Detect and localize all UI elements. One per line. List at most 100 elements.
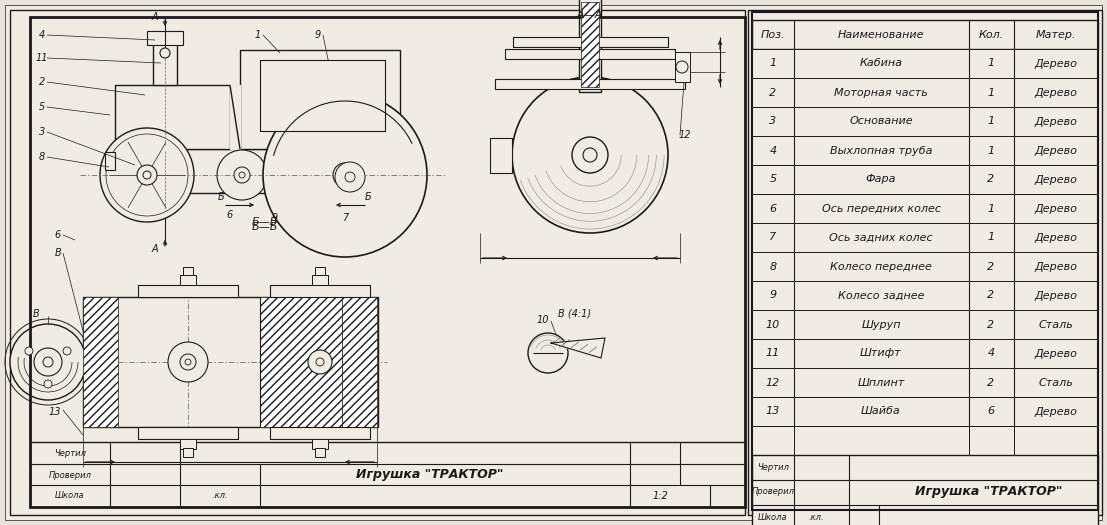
Circle shape	[315, 358, 324, 366]
Text: Шуруп: Шуруп	[861, 320, 901, 330]
Text: Дерево: Дерево	[1035, 145, 1077, 155]
Text: 1:2: 1:2	[652, 491, 668, 501]
Bar	[581, 2, 599, 87]
Text: Дерево: Дерево	[1035, 233, 1077, 243]
Circle shape	[43, 357, 53, 367]
Circle shape	[25, 347, 33, 355]
Bar	[30, 17, 745, 507]
Bar	[342, 297, 377, 427]
Text: Б: Б	[218, 192, 225, 202]
Text: Б—Б: Б—Б	[251, 217, 278, 227]
Bar	[315, 267, 325, 275]
Bar	[180, 439, 196, 449]
Text: 4: 4	[769, 145, 777, 155]
Text: 9: 9	[272, 213, 278, 223]
Text: Поз.: Поз.	[761, 29, 785, 39]
Text: 8: 8	[769, 261, 777, 271]
Bar	[579, 0, 601, 92]
Circle shape	[184, 431, 192, 439]
Text: 1: 1	[987, 88, 994, 98]
Text: 1: 1	[255, 30, 261, 40]
Text: Дерево: Дерево	[1035, 58, 1077, 69]
Text: 1: 1	[987, 204, 994, 214]
Text: А: А	[152, 244, 158, 254]
Text: Дерево: Дерево	[1035, 261, 1077, 271]
Text: Б: Б	[364, 192, 371, 202]
Text: 6: 6	[55, 230, 61, 240]
Text: 10: 10	[766, 320, 780, 330]
Text: Ось передних колес: Ось передних колес	[821, 204, 941, 214]
Text: Игрушка "ТРАКТОР": Игрушка "ТРАКТОР"	[356, 468, 504, 481]
Text: 6: 6	[769, 204, 777, 214]
Text: 3: 3	[769, 117, 777, 127]
Circle shape	[676, 61, 687, 73]
Text: Шплинт: Шплинт	[858, 377, 904, 387]
Polygon shape	[551, 338, 606, 358]
Bar	[752, 78, 1098, 107]
Text: Кабина: Кабина	[859, 58, 902, 68]
Bar	[83, 297, 377, 427]
Text: Проверил: Проверил	[49, 470, 92, 479]
Text: .кл.: .кл.	[213, 491, 228, 500]
Text: 9: 9	[769, 290, 777, 300]
Text: Моторная часть: Моторная часть	[835, 88, 928, 98]
Text: Колесо переднее: Колесо переднее	[830, 261, 932, 271]
Bar	[748, 10, 1101, 515]
Text: 1: 1	[987, 233, 994, 243]
Text: 4: 4	[987, 349, 994, 359]
Bar	[752, 223, 1098, 252]
Text: 9: 9	[314, 30, 321, 40]
Text: Чертил: Чертил	[54, 448, 86, 457]
Text: А—А: А—А	[577, 10, 603, 20]
Text: Шайба: Шайба	[861, 406, 901, 416]
Bar	[752, 20, 1098, 49]
Text: Дерево: Дерево	[1035, 406, 1077, 416]
Bar	[115, 149, 395, 193]
Bar	[752, 281, 1098, 310]
Circle shape	[315, 431, 324, 439]
Text: Дерево: Дерево	[1035, 117, 1077, 127]
Circle shape	[315, 285, 324, 293]
Bar	[138, 285, 238, 297]
Text: 2: 2	[987, 261, 994, 271]
Text: Кол.: Кол.	[979, 29, 1004, 39]
Bar	[153, 35, 177, 85]
Text: 2: 2	[39, 77, 45, 87]
Bar	[147, 31, 183, 45]
Bar	[505, 49, 675, 59]
Bar	[30, 442, 745, 507]
Circle shape	[572, 137, 608, 173]
Text: Дерево: Дерево	[1035, 349, 1077, 359]
Text: 2: 2	[769, 88, 777, 98]
Text: Колесо заднее: Колесо заднее	[838, 290, 924, 300]
Circle shape	[44, 380, 52, 388]
Text: 7: 7	[342, 213, 348, 223]
Text: Б—Б: Б—Б	[251, 222, 278, 232]
Text: 6: 6	[227, 210, 234, 220]
Text: Наименование: Наименование	[838, 29, 924, 39]
Circle shape	[528, 333, 568, 373]
Text: 2: 2	[987, 174, 994, 184]
Bar	[495, 79, 685, 89]
Circle shape	[161, 48, 170, 58]
Circle shape	[583, 148, 597, 162]
Circle shape	[34, 348, 62, 376]
Circle shape	[137, 165, 157, 185]
Bar	[490, 138, 513, 173]
Bar	[752, 252, 1098, 281]
Text: В: В	[32, 309, 40, 319]
Text: .кл.: .кл.	[809, 512, 825, 521]
Circle shape	[345, 172, 355, 182]
Circle shape	[180, 354, 196, 370]
Text: Дерево: Дерево	[1035, 204, 1077, 214]
Circle shape	[239, 172, 245, 178]
Bar	[752, 310, 1098, 339]
Bar	[752, 368, 1098, 397]
Circle shape	[63, 347, 71, 355]
Text: Сталь: Сталь	[1038, 320, 1074, 330]
Bar	[513, 37, 668, 47]
Bar	[270, 285, 370, 297]
Text: 1: 1	[987, 145, 994, 155]
Text: 12: 12	[679, 130, 691, 140]
Text: 12: 12	[766, 377, 780, 387]
